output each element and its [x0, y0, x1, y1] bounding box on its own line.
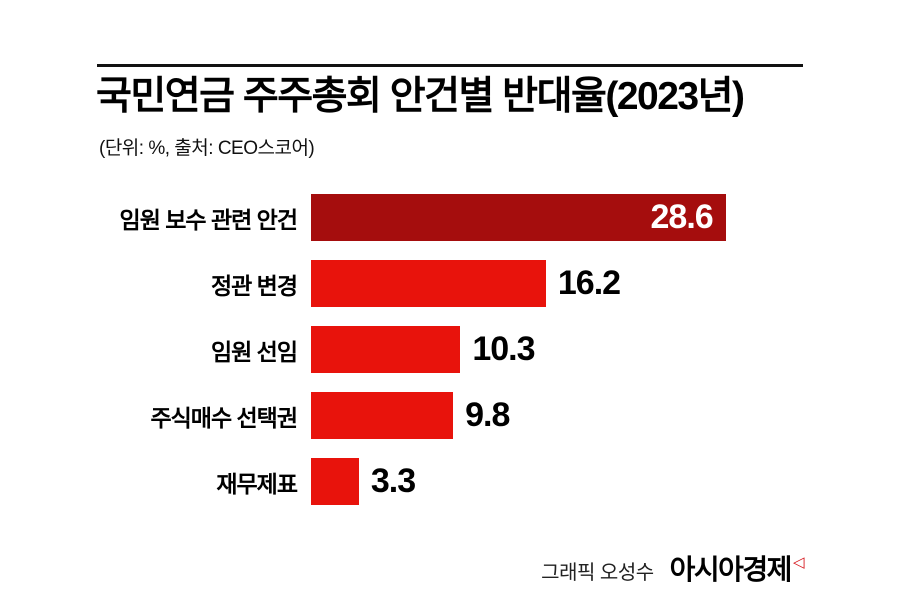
bar — [311, 260, 546, 307]
bar-chart: 임원 보수 관련 안건 28.6 정관 변경 16.2 임원 선임 10.3 주식매수 선택… — [97, 194, 857, 524]
bar-label: 정관 변경 — [210, 272, 298, 299]
brand-logo: 아시아경제 ◁ — [669, 548, 805, 588]
footer: 그래픽 오성수 아시아경제 ◁ — [541, 548, 805, 588]
chart-title: 국민연금 주주총회 안건별 반대율(2023년) — [96, 75, 745, 118]
chart-subtitle: (단위: %, 출처: CEO스코어) — [99, 138, 315, 159]
bar-row: 주식매수 선택권 9.8 — [97, 392, 857, 439]
bar-row: 임원 보수 관련 안건 28.6 — [97, 194, 857, 241]
bar-value: 16.2 — [557, 264, 621, 302]
bar-label: 임원 보수 관련 안건 — [119, 206, 298, 233]
brand-mark-icon: ◁ — [792, 554, 805, 571]
brand-logo-text: 아시아경제 — [669, 554, 793, 585]
bar-value: 28.6 — [650, 198, 714, 236]
bar-label: 임원 선임 — [210, 338, 298, 365]
graphic-credit: 그래픽 오성수 — [541, 562, 654, 584]
bar-row: 정관 변경 16.2 — [97, 260, 857, 307]
bar: 28.6 — [311, 194, 726, 241]
bar-label: 재무제표 — [216, 470, 298, 497]
bar-value: 3.3 — [370, 462, 416, 500]
bar-label: 주식매수 선택권 — [150, 404, 298, 431]
bar-row: 재무제표 3.3 — [97, 458, 857, 505]
bar — [311, 326, 461, 373]
bar-value: 10.3 — [472, 330, 535, 368]
top-rule — [97, 64, 803, 67]
bar-value: 9.8 — [465, 396, 510, 434]
bar — [311, 458, 359, 505]
bar — [311, 392, 454, 439]
bar-row: 임원 선임 10.3 — [97, 326, 857, 373]
